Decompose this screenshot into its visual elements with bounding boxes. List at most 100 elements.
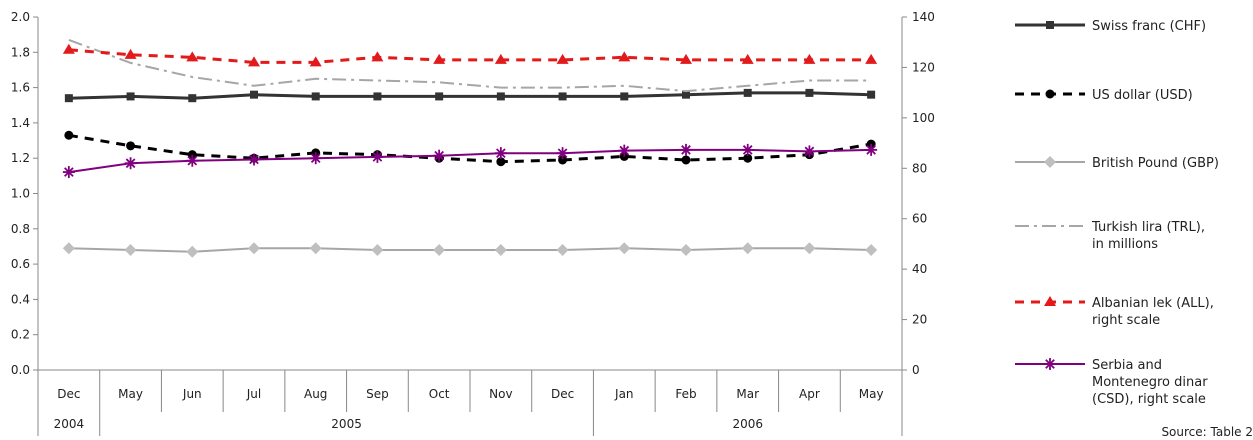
data-point-2 — [62, 242, 75, 255]
series-line-4 — [68, 48, 872, 64]
legend-marker-2 — [1044, 156, 1056, 168]
asterisk-stroke — [434, 150, 444, 161]
legend-label-line: in millions — [1092, 237, 1158, 252]
legend-label-line: (CSD), right scale — [1092, 392, 1206, 407]
data-point-0 — [126, 92, 135, 101]
data-point-4 — [371, 51, 384, 62]
legend-label-line: Montenegro dinar — [1092, 375, 1208, 390]
data-point-5 — [803, 145, 816, 158]
x-tick-label: Dec — [551, 387, 574, 401]
data-point-2 — [618, 242, 631, 255]
x-tick-label: Jun — [182, 387, 202, 401]
data-point-4 — [433, 53, 446, 64]
data-point-4 — [494, 53, 507, 64]
data-point-2 — [865, 243, 878, 256]
data-point-4 — [680, 53, 692, 64]
data-point-5 — [865, 143, 878, 156]
y-left-tick-label: 0.0 — [11, 363, 30, 377]
data-point-5 — [124, 157, 137, 170]
legend-label-line: Swiss franc (CHF) — [1092, 19, 1206, 34]
data-point-4 — [309, 56, 322, 67]
legend-label-4: Albanian lek (ALL), right scale — [1092, 296, 1214, 328]
data-point-1 — [64, 130, 74, 140]
data-point-1 — [681, 155, 691, 165]
data-point-4 — [248, 56, 260, 67]
data-point-0 — [64, 94, 73, 103]
data-point-2 — [803, 242, 816, 255]
asterisk-stroke — [249, 154, 259, 165]
asterisk-stroke — [64, 167, 74, 177]
legend-marker-1 — [1045, 89, 1055, 99]
asterisk-stroke — [187, 155, 198, 166]
source-note: Source: Table 2 — [1161, 425, 1253, 436]
data-point-5 — [618, 144, 631, 157]
data-point-5 — [741, 143, 754, 156]
asterisk-stroke — [496, 148, 506, 158]
y-right-tick-label: 20 — [912, 313, 927, 327]
data-point-1 — [126, 141, 136, 151]
data-point-5 — [433, 149, 446, 162]
asterisk-stroke — [125, 158, 136, 169]
legend-label-1: US dollar (USD) — [1092, 88, 1193, 103]
y-left-tick-label: 2.0 — [11, 10, 30, 24]
asterisk-stroke — [619, 145, 630, 156]
data-point-5 — [248, 153, 260, 166]
asterisk-stroke — [866, 145, 876, 155]
y-left-tick-label: 1.0 — [11, 187, 30, 201]
asterisk-stroke — [372, 152, 383, 162]
data-point-0 — [867, 90, 876, 99]
data-point-0 — [311, 92, 320, 101]
data-point-5 — [371, 150, 384, 163]
x-tick-label: Sep — [366, 387, 389, 401]
data-point-1 — [558, 155, 568, 165]
y-left-tick-label: 0.6 — [11, 257, 30, 271]
x-tick-label: Aug — [304, 387, 327, 401]
x-tick-label: Mar — [736, 387, 759, 401]
x-tick-label: Apr — [799, 387, 820, 401]
data-point-2 — [556, 243, 569, 256]
asterisk-stroke — [310, 153, 321, 164]
legend-label-5: Serbia and Montenegro dinar (CSD), right s… — [1092, 358, 1208, 407]
series-line-2 — [68, 247, 872, 253]
legend-marker-0 — [1046, 21, 1054, 29]
y-left-tick-label: 0.2 — [11, 328, 30, 342]
data-point-5 — [556, 147, 569, 160]
data-point-0 — [188, 94, 197, 103]
legend-label-line: Albanian lek (ALL), — [1092, 296, 1214, 311]
legend-label-line: Serbia and — [1092, 358, 1162, 373]
year-label: 2006 — [732, 417, 763, 431]
x-tick-label: Oct — [429, 387, 450, 401]
legend-label-3: Turkish lira (TRL), in millions — [1091, 220, 1205, 252]
data-point-5 — [186, 154, 199, 167]
series-line-5 — [68, 148, 872, 174]
legend-label-line: Turkish lira (TRL), — [1091, 220, 1205, 235]
data-point-0 — [496, 92, 505, 101]
data-point-5 — [62, 166, 75, 179]
x-tick-label: Nov — [489, 387, 512, 401]
data-point-0 — [743, 88, 752, 97]
data-point-4 — [618, 51, 631, 62]
y-left-tick-label: 1.8 — [11, 45, 30, 59]
y-left-tick-label: 0.8 — [11, 222, 30, 236]
legend-label-line: US dollar (USD) — [1092, 88, 1193, 103]
asterisk-stroke — [1045, 359, 1055, 369]
data-point-5 — [309, 152, 322, 165]
legend: Swiss franc (CHF) US dollar (USD) British … — [1015, 19, 1219, 407]
data-point-1 — [743, 153, 753, 163]
data-point-4 — [865, 53, 878, 64]
y-right-tick-label: 100 — [912, 111, 935, 125]
year-label: 2005 — [331, 417, 362, 431]
legend-label-line: right scale — [1092, 313, 1160, 328]
data-point-0 — [620, 92, 629, 101]
x-tick-label: Feb — [675, 387, 696, 401]
data-point-4 — [741, 53, 754, 64]
x-tick-label: Dec — [57, 387, 80, 401]
data-point-2 — [186, 245, 199, 258]
data-point-0 — [558, 92, 567, 101]
series-line-0 — [68, 91, 872, 100]
y-left-tick-label: 1.2 — [11, 151, 30, 165]
data-point-1 — [187, 150, 197, 160]
data-point-2 — [309, 242, 322, 255]
data-point-2 — [124, 243, 137, 256]
data-point-2 — [371, 243, 384, 256]
